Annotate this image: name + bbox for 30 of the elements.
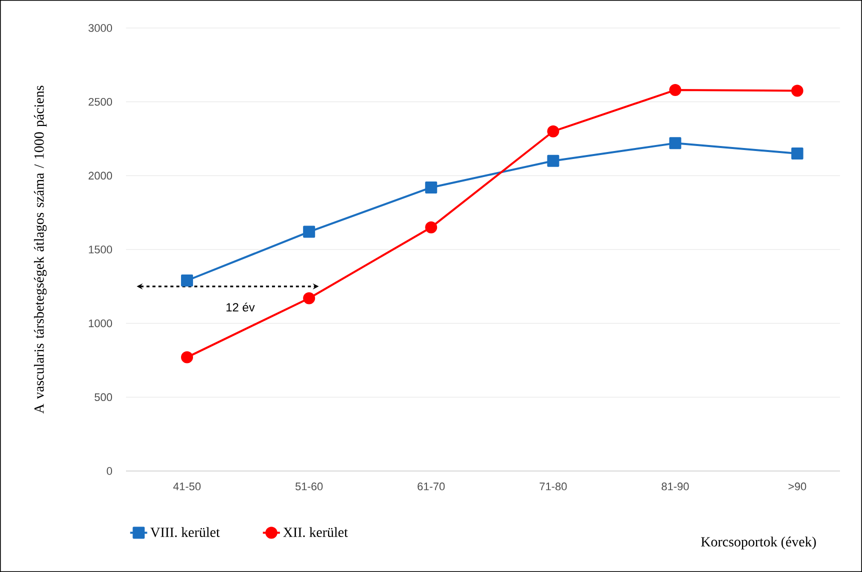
x-tick-label: 41-50 bbox=[173, 482, 201, 490]
y-tick-label: 2000 bbox=[88, 172, 112, 180]
y-tick-label: 1000 bbox=[88, 319, 112, 328]
y-tick-label: 0 bbox=[106, 467, 112, 475]
x-axis-title: Korcsoportok (évek) bbox=[701, 536, 816, 550]
point bbox=[425, 221, 438, 234]
legend-label: VIII. kerület bbox=[150, 527, 220, 538]
point bbox=[547, 154, 560, 167]
x-tick-label: 51-60 bbox=[296, 482, 323, 490]
point bbox=[181, 351, 194, 364]
y-tick-label: 500 bbox=[94, 393, 112, 402]
x-tick-label: 71-80 bbox=[540, 482, 567, 490]
point bbox=[791, 148, 804, 160]
point bbox=[303, 226, 316, 238]
point bbox=[791, 84, 804, 97]
point bbox=[303, 292, 316, 304]
point bbox=[425, 181, 438, 194]
y-tick-label: 1500 bbox=[88, 246, 112, 254]
point bbox=[547, 125, 560, 138]
point bbox=[669, 84, 682, 96]
x-tick-label: 81-90 bbox=[662, 482, 689, 490]
legend-label: XII. kerület bbox=[283, 527, 348, 538]
annotation: 12 év bbox=[226, 302, 255, 312]
point bbox=[669, 137, 682, 150]
y-axis-title: A vascularis társbetegségek átlagos száma / 1000 páciens bbox=[34, 86, 47, 414]
point bbox=[181, 274, 194, 287]
x-tick-label: 61-70 bbox=[418, 482, 445, 490]
x-tick-label: >90 bbox=[788, 482, 806, 490]
y-tick-label: 2500 bbox=[88, 98, 112, 106]
y-tick-label: 3000 bbox=[88, 24, 112, 32]
